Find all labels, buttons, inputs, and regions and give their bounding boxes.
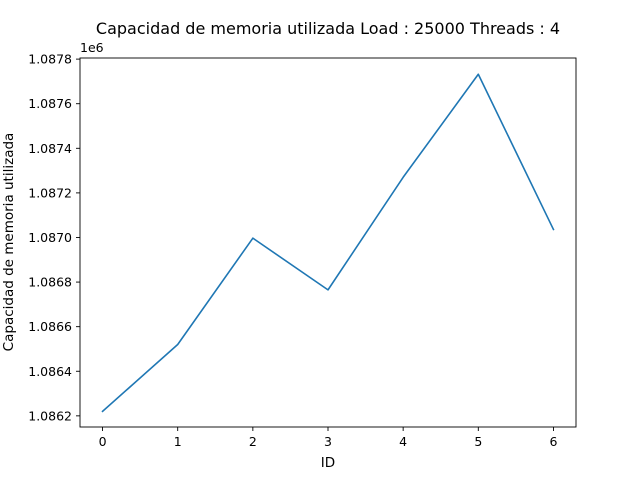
x-tick-label: 3: [324, 434, 332, 449]
x-tick-label: 5: [474, 434, 482, 449]
x-tick-label: 2: [249, 434, 257, 449]
y-tick-label: 1.0868: [28, 275, 72, 290]
y-tick-label: 1.0878: [28, 52, 72, 67]
y-tick-label: 1.0864: [28, 364, 72, 379]
x-axis-label: ID: [321, 455, 335, 471]
chart-title: Capacidad de memoria utilizada Load : 25…: [96, 19, 560, 38]
plot-area: 0 1 2 3 4 5 6 1.0862 1.0864 1.0866 1.0868 1.0870 1.0…: [28, 52, 577, 449]
series-line-0: [101, 73, 555, 413]
x-tick-label: 1: [174, 434, 182, 449]
x-tick-label: 4: [399, 434, 407, 449]
x-tick-label: 6: [549, 434, 557, 449]
y-tick-label: 1.0876: [28, 96, 72, 111]
y-tick-label: 1.0872: [28, 185, 72, 200]
y-tick-label: 1.0874: [28, 141, 72, 156]
x-tick-label: 0: [99, 434, 107, 449]
y-tick-label: 1.0866: [28, 319, 72, 334]
y-tick-label: 1.0870: [28, 230, 72, 245]
y-offset-label: 1e6: [80, 40, 104, 55]
y-tick-label: 1.0862: [28, 408, 72, 423]
y-axis-label: Capacidad de memoria utilizada: [1, 133, 17, 352]
